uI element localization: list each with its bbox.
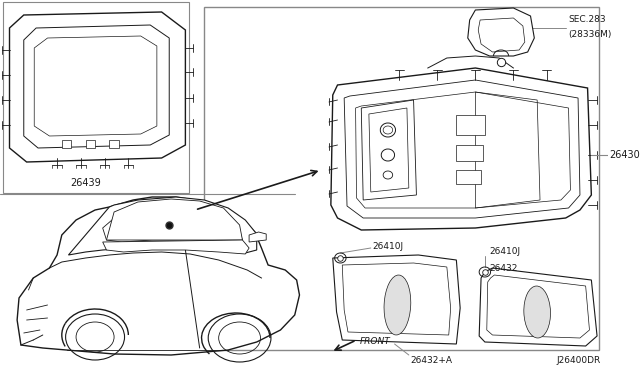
Polygon shape [331, 68, 591, 230]
Polygon shape [68, 197, 257, 255]
Polygon shape [10, 12, 186, 162]
Bar [109, 140, 119, 148]
Text: 26439: 26439 [70, 178, 101, 188]
Bar [62, 140, 71, 148]
Polygon shape [102, 206, 243, 242]
Text: 26410J: 26410J [490, 247, 521, 257]
Bar [456, 115, 485, 135]
Text: J26400DR: J26400DR [557, 356, 601, 365]
Text: FRONT: FRONT [360, 337, 390, 346]
Bar [86, 140, 95, 148]
Text: 26410J: 26410J [372, 241, 404, 250]
Polygon shape [468, 8, 534, 56]
Bar [204, 7, 599, 350]
Polygon shape [17, 197, 300, 355]
Polygon shape [249, 232, 266, 242]
Polygon shape [478, 18, 525, 52]
Text: 26430: 26430 [609, 150, 640, 160]
Polygon shape [106, 199, 243, 240]
Text: 26432: 26432 [490, 264, 518, 273]
Polygon shape [479, 268, 597, 346]
Polygon shape [102, 240, 249, 254]
Text: (28336M): (28336M) [568, 30, 612, 39]
Text: SEC.283: SEC.283 [568, 15, 606, 24]
Ellipse shape [524, 286, 550, 338]
Bar [3, 2, 189, 193]
Text: 26432+A: 26432+A [411, 356, 452, 365]
Ellipse shape [384, 275, 411, 335]
Bar [456, 170, 481, 184]
Polygon shape [333, 255, 460, 344]
Bar [456, 145, 483, 161]
